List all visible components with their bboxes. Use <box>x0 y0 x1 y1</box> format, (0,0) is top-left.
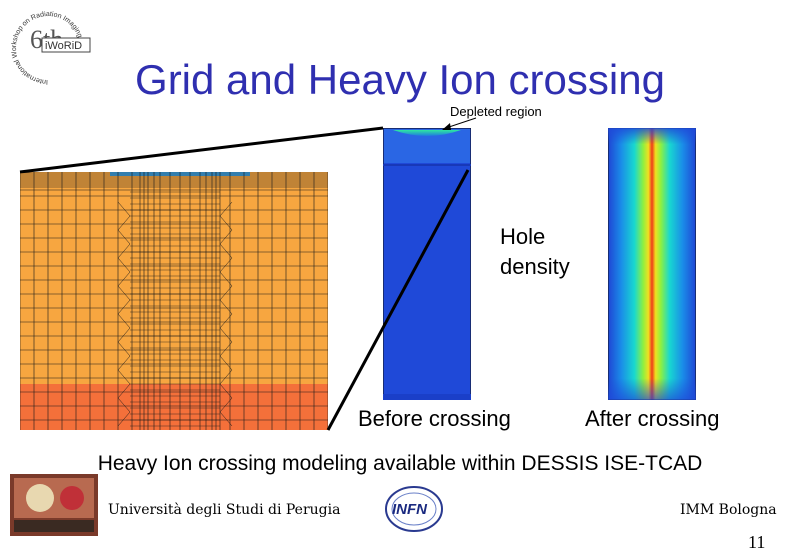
workshop-iworid: iWoRiD <box>45 40 82 52</box>
simulation-after-crossing <box>608 128 696 400</box>
slide-title: Grid and Heavy Ion crossing <box>135 56 665 103</box>
infn-text: INFN <box>392 501 428 518</box>
hole-density-label: Hole density <box>500 222 570 282</box>
hole-label-line1: Hole <box>500 224 546 249</box>
depleted-arrow-line <box>445 117 477 129</box>
imm-bologna: IMM Bologna <box>680 502 777 518</box>
page-number: 11 <box>748 532 766 552</box>
infn-logo: INFN <box>385 486 443 532</box>
device-grid-mesh <box>20 172 328 430</box>
simulation-before-crossing <box>383 128 471 400</box>
zoom-line-top <box>19 126 384 174</box>
slide-caption: Heavy Ion crossing modeling available wi… <box>97 452 703 475</box>
hole-label-line2: density <box>500 254 570 279</box>
workshop-logo: International Workshop on Radiation Imag… <box>8 8 91 85</box>
before-crossing-label: Before crossing <box>358 406 511 431</box>
university-logo <box>10 474 98 536</box>
university-name: Università degli Studi di Perugia <box>108 502 341 518</box>
depleted-region-label: Depleted region <box>450 104 542 119</box>
after-crossing-label: After crossing <box>585 406 720 431</box>
